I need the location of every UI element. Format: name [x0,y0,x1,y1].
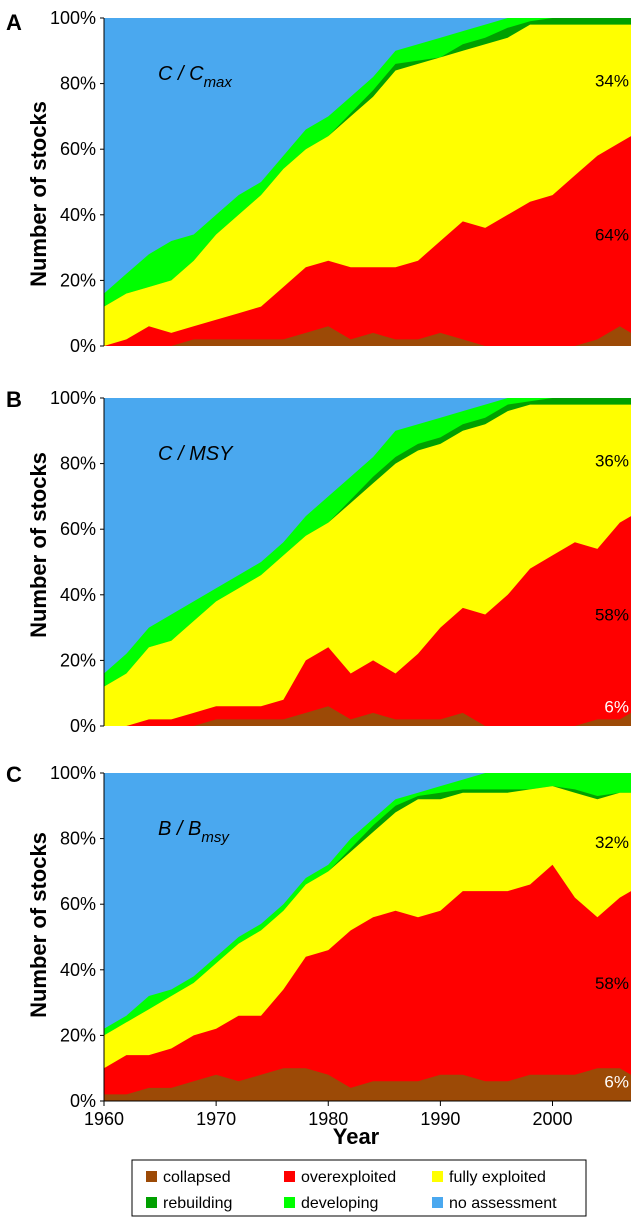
panel-a-ytick-label: 20% [60,270,96,290]
panel-a-annotation-overexploited: 64% [595,225,629,244]
panel-a-area-overexploited [104,136,631,346]
xtick-label: 1990 [420,1109,460,1129]
panel-a-annotations: 34% 64% [595,71,629,244]
legend-swatch-no-assessment [432,1197,443,1208]
xtick-label: 1960 [84,1109,124,1129]
panel-c-annotations: 32% 58% 6% [595,833,629,1091]
legend-label-collapsed: collapsed [163,1169,231,1186]
panel-b-area-collapsed [104,706,631,726]
panel-c-ytick-label: 100% [50,763,96,783]
xtick-label: 1970 [196,1109,236,1129]
panel-b-ytick-label: 100% [50,388,96,408]
legend: collapsed overexploited fully exploited reb… [131,1159,587,1217]
panel-b-ytick-label: 20% [60,650,96,670]
panel-b-annotations: 36% 58% 6% [595,451,629,716]
panel-c-ytick-label: 20% [60,1025,96,1045]
panel-b-ytick-labels: 0% 20% 40% 60% 80% 100% [50,388,104,736]
legend-label-rebuilding: rebuilding [163,1195,232,1212]
legend-label-fully-exploited: fully exploited [449,1169,546,1186]
panel-c-ylabel: Number of stocks [26,832,51,1018]
panel-b-areas [103,398,631,726]
panel-a-ytick-labels: 0% 20% 40% 60% 80% 100% [50,8,104,356]
panel-c-x-axis: 1960 1970 1980 1990 2000 [84,1100,631,1129]
legend-swatch-collapsed [146,1171,157,1182]
panel-c-ytick-label: 80% [60,829,96,849]
panel-c-ytick-labels: 0% 20% 40% 60% 80% 100% [50,763,104,1111]
panel-a-areas [103,18,631,346]
panel-b-ytick-label: 0% [70,716,96,736]
panel-b-ytick-label: 80% [60,454,96,474]
panel-c-areas [103,773,631,1101]
panel-a-ytick-label: 0% [70,336,96,356]
xtick-label: 2000 [532,1109,572,1129]
legend-label-no-assessment: no assessment [449,1195,557,1212]
x-axis-title: Year [333,1124,380,1149]
panel-a-annotation-fully-exploited: 34% [595,71,629,90]
legend-box [131,1159,587,1217]
panel-b-letter: B [6,387,22,412]
panel-b-annotation-fully-exploited: 36% [595,451,629,470]
panel-b-ylabel: Number of stocks [26,452,51,638]
panel-c-ytick-label: 0% [70,1091,96,1111]
panel-a-ylabel: Number of stocks [26,101,51,287]
panel-b-ratio-label: C / MSY [158,443,234,465]
panel-c-ytick-label: 40% [60,960,96,980]
panel-b-ratio-text: C / MSY [158,443,234,465]
panel-a: A Number of stocks 0%20%40%60%80%100% C … [6,8,631,356]
panel-c-annotation-collapsed: 6% [604,1072,629,1091]
panel-a-ytick-label: 40% [60,205,96,225]
panel-a-area-collapsed [104,326,631,346]
panel-a-ratio-subscript: max [204,74,233,91]
legend-label-developing: developing [301,1195,378,1212]
panel-c-area-collapsed [104,1068,631,1101]
panel-a-ytick-label: 100% [50,8,96,28]
legend-swatch-fully-exploited [432,1171,443,1182]
panel-c-annotation-overexploited: 58% [595,974,629,993]
panel-c-letter: C [6,762,22,787]
panel-b-ytick-label: 40% [60,585,96,605]
legend-label-overexploited: overexploited [301,1169,396,1186]
panel-c-ytick-label: 60% [60,894,96,914]
legend-swatch-overexploited [284,1171,295,1182]
legend-swatch-developing [284,1197,295,1208]
panel-a-ytick-label: 80% [60,74,96,94]
panel-b-annotation-collapsed: 6% [604,697,629,716]
panel-c-annotation-fully-exploited: 32% [595,833,629,852]
panel-a-ytick-label: 60% [60,139,96,159]
legend-swatch-rebuilding [146,1197,157,1208]
panel-b-area-overexploited [104,516,631,726]
panel-b: B Number of stocks 0% 20% 40% 60% 80% 100% C … [6,387,631,736]
panel-c-ratio-subscript: msy [201,829,230,846]
xtick-label: 1980 [308,1109,348,1129]
panel-b-annotation-overexploited: 58% [595,605,629,624]
panel-c: C Number of stocks 0%20%40%60%80%100% B … [6,762,631,1129]
panel-c-area-overexploited [104,864,631,1101]
panel-b-ytick-label: 60% [60,519,96,539]
panel-a-letter: A [6,10,22,35]
